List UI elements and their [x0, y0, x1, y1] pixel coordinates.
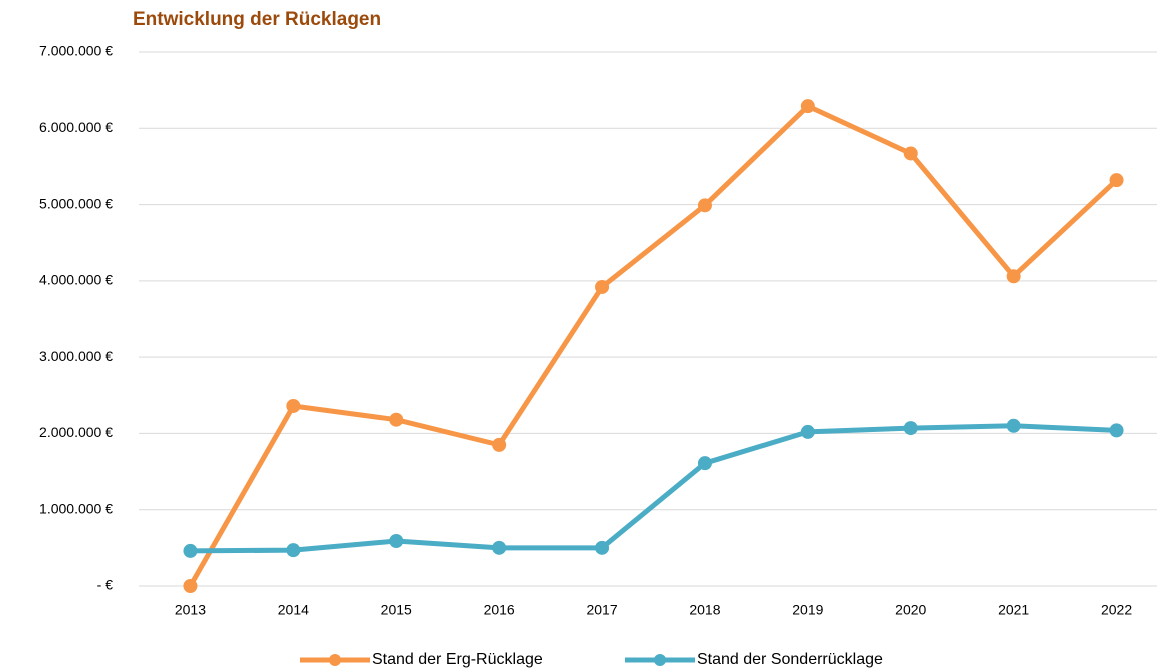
y-tick-label: 4.000.000 €: [39, 272, 113, 288]
data-point: [903, 421, 918, 436]
series-line: [190, 423, 1117, 554]
data-point: [1109, 173, 1124, 188]
chart-title: Entwicklung der Rücklagen: [133, 9, 381, 30]
x-tick-label: 2018: [689, 602, 720, 618]
data-point: [492, 540, 507, 555]
data-point: [903, 146, 918, 161]
y-tick-label: - €: [97, 577, 114, 593]
series-line: [188, 103, 1119, 588]
data-point: [697, 456, 712, 471]
x-tick-label: 2014: [278, 602, 309, 618]
data-point: [1006, 269, 1021, 284]
data-point: [183, 579, 198, 593]
legend-marker: [329, 654, 341, 666]
x-tick-label: 2022: [1101, 602, 1132, 618]
data-point: [1109, 423, 1124, 438]
x-tick-label: 2021: [998, 602, 1029, 618]
legend-label: Stand der Sonderrücklage: [697, 651, 883, 668]
y-tick-label: 2.000.000 €: [39, 424, 113, 440]
data-point: [286, 398, 301, 413]
legend-marker: [654, 654, 666, 666]
x-tick-label: 2015: [381, 602, 412, 618]
data-point: [800, 99, 815, 114]
data-point: [800, 424, 815, 439]
y-tick-label: 1.000.000 €: [39, 500, 113, 516]
data-point: [389, 412, 404, 427]
data-point: [595, 540, 610, 555]
x-tick-label: 2019: [792, 602, 823, 618]
y-tick-label: 5.000.000 €: [39, 195, 113, 211]
data-point: [595, 279, 610, 294]
y-tick-label: 6.000.000 €: [39, 119, 113, 135]
data-point: [389, 533, 404, 548]
data-point: [492, 437, 507, 452]
y-tick-label: 7.000.000 €: [39, 43, 113, 59]
data-point: [183, 543, 198, 558]
legend-label: Stand der Erg-Rücklage: [372, 651, 543, 668]
x-tick-label: 2016: [484, 602, 515, 618]
data-point: [1006, 418, 1021, 433]
x-tick-label: 2017: [586, 602, 617, 618]
data-point: [286, 543, 301, 558]
x-tick-label: 2020: [895, 602, 926, 618]
x-tick-label: 2013: [175, 602, 206, 618]
data-point: [697, 198, 712, 213]
y-tick-label: 3.000.000 €: [39, 348, 113, 364]
